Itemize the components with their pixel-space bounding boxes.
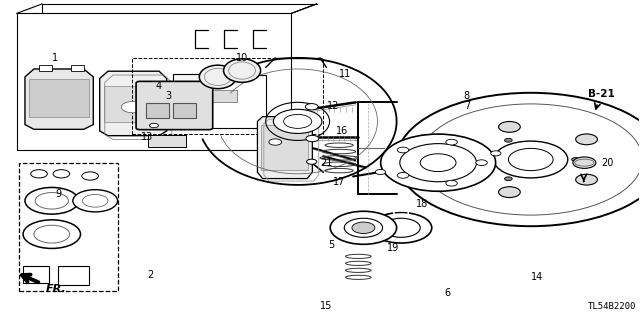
Circle shape: [499, 122, 520, 132]
Circle shape: [269, 139, 282, 145]
Circle shape: [305, 104, 318, 110]
Circle shape: [572, 158, 579, 161]
Circle shape: [23, 220, 81, 249]
Text: TL54B2200: TL54B2200: [588, 302, 636, 311]
Text: 14: 14: [531, 272, 543, 282]
Circle shape: [330, 211, 397, 244]
Bar: [261, 125, 308, 170]
Text: 11: 11: [339, 69, 351, 79]
Bar: [563, 147, 606, 179]
Circle shape: [576, 134, 597, 145]
Text: 21: 21: [320, 158, 333, 168]
Polygon shape: [100, 71, 167, 136]
Circle shape: [576, 174, 597, 185]
Circle shape: [53, 170, 70, 178]
Bar: [211, 90, 237, 102]
Circle shape: [83, 195, 108, 207]
Text: FR.: FR.: [46, 284, 67, 294]
Bar: [19, 163, 118, 291]
FancyBboxPatch shape: [136, 81, 212, 130]
Ellipse shape: [199, 65, 236, 89]
Circle shape: [504, 177, 512, 181]
Circle shape: [508, 148, 553, 171]
Circle shape: [150, 123, 159, 128]
Circle shape: [35, 193, 68, 209]
Text: 6: 6: [445, 288, 451, 298]
Ellipse shape: [223, 59, 260, 82]
Text: 7: 7: [464, 100, 470, 110]
Text: 20: 20: [601, 158, 614, 168]
Circle shape: [273, 109, 322, 133]
Circle shape: [82, 172, 99, 180]
Circle shape: [451, 154, 472, 165]
Circle shape: [420, 154, 456, 172]
Circle shape: [400, 144, 476, 182]
Bar: [58, 266, 89, 285]
Circle shape: [25, 188, 79, 214]
Circle shape: [31, 170, 47, 178]
Circle shape: [446, 180, 458, 186]
Circle shape: [306, 135, 319, 142]
Circle shape: [375, 169, 385, 174]
Circle shape: [382, 218, 420, 237]
Text: 17: 17: [333, 177, 346, 187]
Text: 9: 9: [55, 189, 61, 199]
Polygon shape: [257, 117, 312, 179]
Circle shape: [476, 160, 487, 166]
Bar: [148, 135, 186, 147]
Polygon shape: [25, 69, 93, 129]
Circle shape: [397, 147, 409, 153]
Bar: [23, 266, 49, 283]
Bar: [39, 65, 52, 70]
Circle shape: [284, 115, 312, 128]
Text: 1: 1: [52, 53, 58, 63]
Text: 5: 5: [328, 240, 335, 250]
Circle shape: [73, 190, 118, 212]
Text: 16: 16: [336, 126, 348, 136]
Circle shape: [344, 218, 383, 237]
Text: 8: 8: [464, 91, 470, 101]
Circle shape: [307, 159, 317, 164]
Text: B-21: B-21: [588, 88, 614, 99]
Circle shape: [34, 225, 70, 243]
Bar: [104, 86, 162, 122]
Text: 4: 4: [156, 81, 162, 92]
Circle shape: [397, 93, 640, 226]
Bar: [173, 103, 196, 118]
Bar: [71, 65, 84, 70]
Circle shape: [352, 222, 375, 234]
Circle shape: [371, 212, 432, 243]
Text: 19: 19: [387, 243, 399, 253]
Text: 13: 13: [141, 132, 154, 142]
Circle shape: [397, 173, 409, 178]
Bar: [147, 103, 170, 118]
Text: 15: 15: [320, 300, 333, 311]
Bar: [29, 78, 89, 117]
Polygon shape: [173, 74, 230, 122]
Text: 10: 10: [236, 53, 248, 63]
Circle shape: [493, 141, 568, 178]
Circle shape: [381, 134, 495, 191]
Text: 2: 2: [148, 271, 154, 280]
Circle shape: [491, 151, 501, 156]
Polygon shape: [208, 75, 266, 128]
Bar: [132, 58, 323, 134]
Text: 12: 12: [326, 100, 339, 110]
Circle shape: [573, 157, 596, 168]
Text: 18: 18: [416, 199, 428, 209]
Circle shape: [504, 138, 512, 142]
Text: 3: 3: [165, 91, 171, 101]
Circle shape: [499, 187, 520, 197]
Circle shape: [446, 139, 458, 145]
Circle shape: [122, 101, 145, 113]
